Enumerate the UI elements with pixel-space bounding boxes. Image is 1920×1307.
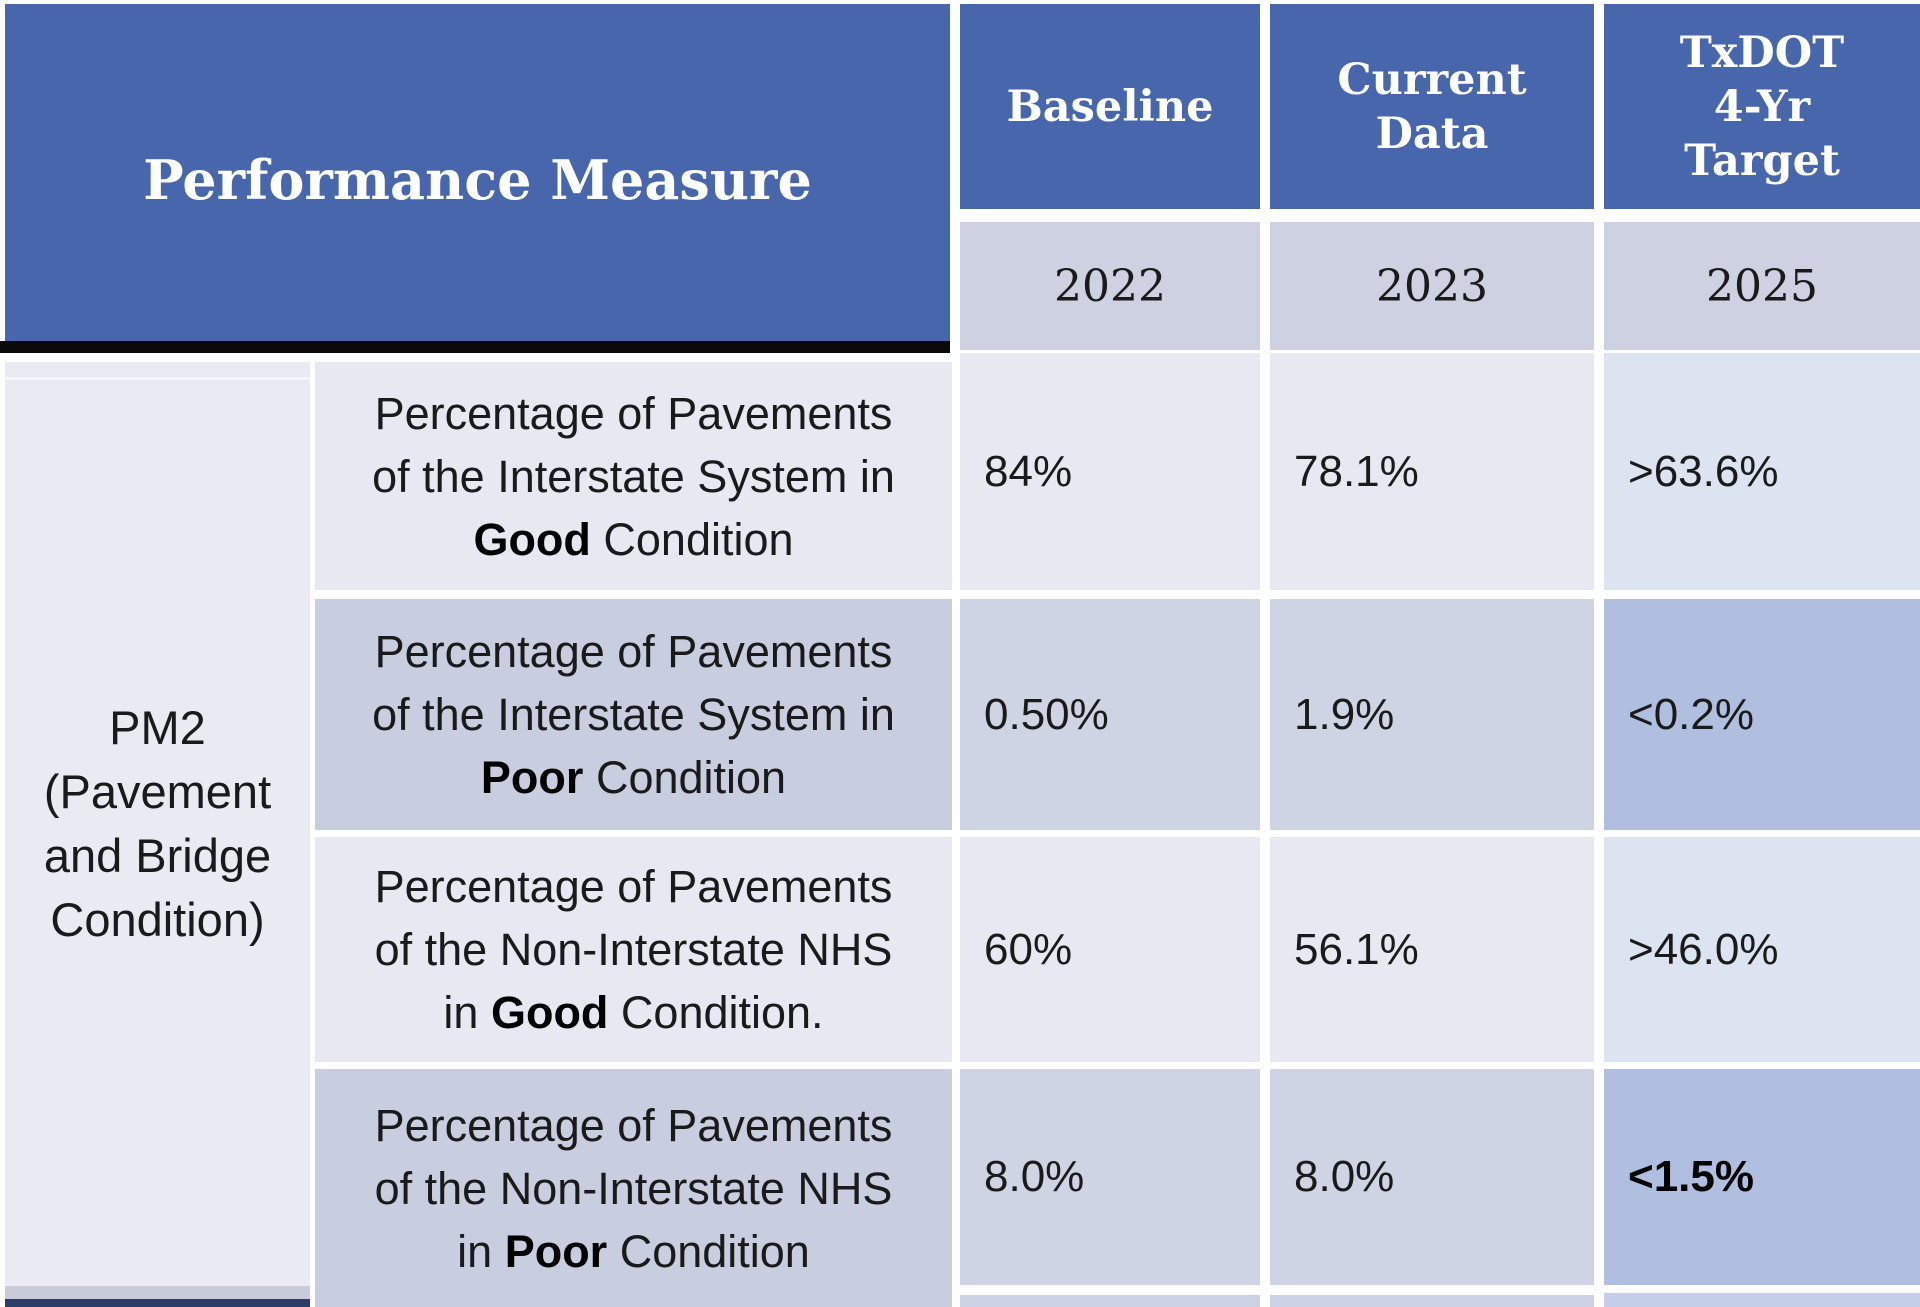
cell-target-row1: >63.6% xyxy=(1604,353,1920,590)
txdot-target-label-line3: Target xyxy=(1684,135,1840,186)
measure-row3-line2: of the Non-Interstate NHS xyxy=(374,924,893,975)
cell-baseline-row3: 60% xyxy=(960,837,1260,1062)
row4-line3-pre: in xyxy=(457,1225,505,1277)
header-current-data: Current Data xyxy=(1270,4,1594,209)
measure-row4-line1: Percentage of Pavements xyxy=(374,1099,893,1151)
measure-row4-line2: of the Non-Interstate NHS xyxy=(374,1162,893,1214)
year-cell-target: 2025 xyxy=(1604,222,1920,350)
pm2-line2: (Pavement xyxy=(43,765,272,818)
cell-target-row2: <0.2% xyxy=(1604,599,1920,830)
row3-line3-post: Condition. xyxy=(608,987,824,1038)
measure-row4-line3: in Poor Condition xyxy=(457,1220,810,1283)
txdot-target-label-line1: TxDOT xyxy=(1679,27,1845,78)
row2-line3-bold: Poor xyxy=(480,752,584,803)
header-txdot-target: TxDOT 4-Yr Target xyxy=(1604,4,1920,209)
next-row-sliver-pm-column xyxy=(5,1286,310,1299)
header-baseline: Baseline xyxy=(960,4,1260,209)
measure-row1-line3: Good Condition xyxy=(473,508,793,571)
measure-row2-line3: Poor Condition xyxy=(481,746,786,809)
row3-line3-bold: Good xyxy=(490,987,609,1038)
current-data-label-line1: Current xyxy=(1337,54,1527,105)
next-row-sliver-target xyxy=(1604,1293,1920,1307)
baseline-label: Baseline xyxy=(1006,81,1214,132)
year-cell-baseline: 2022 xyxy=(960,222,1260,350)
header-divider-bar xyxy=(0,341,950,353)
performance-measure-label: Performance Measure xyxy=(143,147,812,212)
cell-current-row2: 1.9% xyxy=(1270,599,1594,830)
pm2-line4: Condition) xyxy=(50,893,265,946)
measure-desc-row2: Percentage of Pavements of the Interstat… xyxy=(315,599,952,830)
current-data-label-line2: Data xyxy=(1375,108,1489,159)
header-performance-measure: Performance Measure xyxy=(5,4,950,341)
next-row-sliver-baseline xyxy=(960,1295,1260,1307)
next-row-sliver-current xyxy=(1270,1295,1594,1307)
row1-line3-post: Condition xyxy=(590,513,794,565)
measure-row1-line1: Percentage of Pavements xyxy=(374,387,893,439)
year-cell-current: 2023 xyxy=(1270,222,1594,350)
pm2-line1: PM2 xyxy=(109,701,206,754)
row2-line3-post: Condition xyxy=(583,752,787,803)
cell-target-row3: >46.0% xyxy=(1604,837,1920,1062)
cell-baseline-row4: 8.0% xyxy=(960,1069,1260,1285)
row3-line3-pre: in xyxy=(443,987,491,1038)
cell-baseline-row2: 0.50% xyxy=(960,599,1260,830)
cell-current-row3: 56.1% xyxy=(1270,837,1594,1062)
measure-row2-line2: of the Interstate System in xyxy=(372,689,895,740)
cell-baseline-row1: 84% xyxy=(960,353,1260,590)
txdot-target-label-line2: 4-Yr xyxy=(1713,81,1811,132)
pm2-line3: and Bridge xyxy=(43,829,272,882)
row1-line3-bold: Good xyxy=(473,513,591,565)
cell-current-row4: 8.0% xyxy=(1270,1069,1594,1285)
measure-desc-row4: Percentage of Pavements of the Non-Inter… xyxy=(315,1069,952,1307)
measure-row2-line1: Percentage of Pavements xyxy=(374,626,893,677)
measure-row3-line1: Percentage of Pavements xyxy=(374,861,893,912)
measure-row3-line3: in Good Condition. xyxy=(443,981,823,1044)
cell-current-row1: 78.1% xyxy=(1270,353,1594,590)
row-group-pm2: PM2 (Pavement and Bridge Condition) xyxy=(5,362,310,1286)
row4-line3-bold: Poor xyxy=(504,1225,608,1277)
measure-desc-row1: Percentage of Pavements of the Interstat… xyxy=(315,362,952,590)
measure-row1-line2: of the Interstate System in xyxy=(372,450,895,502)
cell-target-row4: <1.5% xyxy=(1604,1069,1920,1285)
next-row-sliver-pm-navy xyxy=(5,1299,310,1307)
measure-desc-row3: Percentage of Pavements of the Non-Inter… xyxy=(315,837,952,1062)
row4-line3-post: Condition xyxy=(607,1225,810,1277)
